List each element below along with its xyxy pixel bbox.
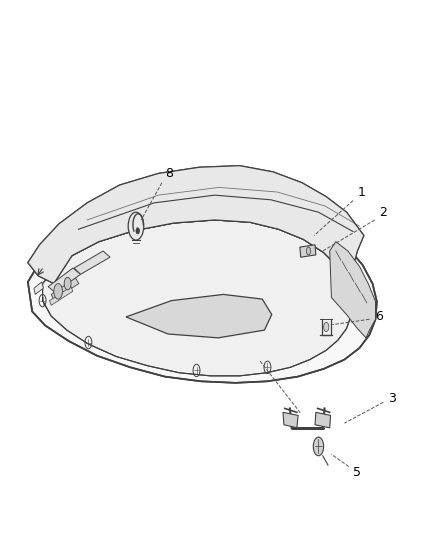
Polygon shape bbox=[28, 166, 364, 284]
Polygon shape bbox=[126, 294, 272, 338]
Circle shape bbox=[136, 228, 139, 234]
Text: 5: 5 bbox=[353, 465, 361, 479]
Circle shape bbox=[313, 437, 324, 456]
Circle shape bbox=[128, 212, 144, 240]
Text: 2: 2 bbox=[379, 206, 387, 219]
Polygon shape bbox=[42, 220, 352, 376]
Text: 1: 1 bbox=[358, 187, 366, 199]
Circle shape bbox=[306, 247, 311, 255]
Polygon shape bbox=[48, 268, 81, 293]
Text: 6: 6 bbox=[375, 310, 383, 324]
Polygon shape bbox=[315, 413, 331, 428]
Polygon shape bbox=[330, 241, 375, 338]
Polygon shape bbox=[34, 282, 43, 294]
Text: 3: 3 bbox=[388, 392, 396, 405]
Circle shape bbox=[54, 284, 63, 299]
Polygon shape bbox=[28, 197, 377, 383]
Polygon shape bbox=[51, 278, 79, 300]
Circle shape bbox=[324, 322, 329, 332]
Polygon shape bbox=[74, 251, 110, 274]
Circle shape bbox=[64, 277, 71, 290]
Polygon shape bbox=[300, 245, 316, 257]
Text: 8: 8 bbox=[165, 167, 173, 180]
Polygon shape bbox=[49, 287, 73, 305]
Polygon shape bbox=[283, 413, 298, 428]
